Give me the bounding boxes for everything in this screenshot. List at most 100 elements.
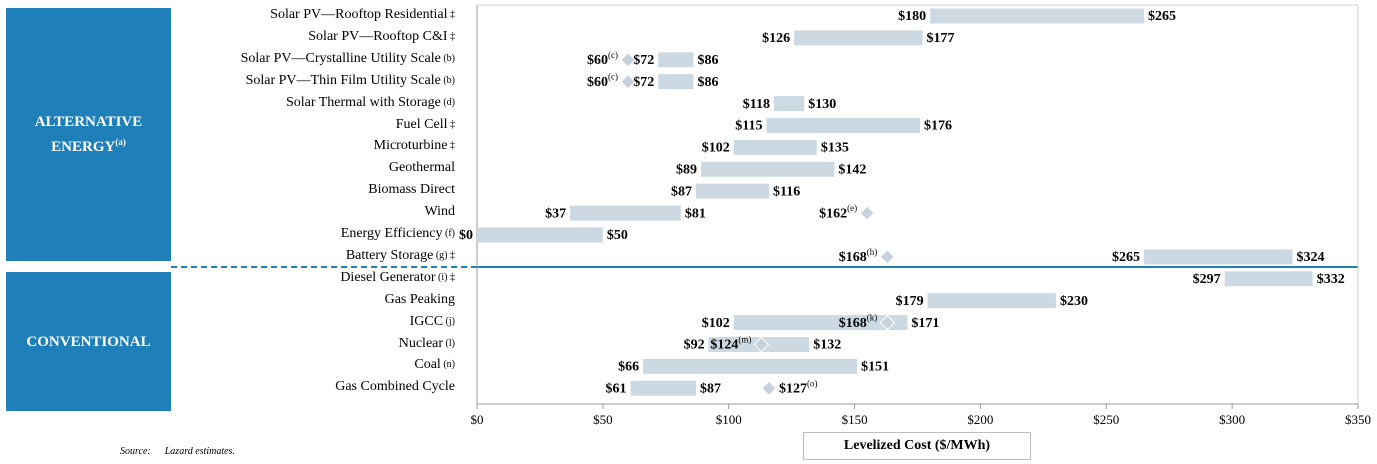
row-label-footnote: ‡ <box>447 9 455 20</box>
bar-high-label: $50 <box>607 228 628 243</box>
row-label: Solar Thermal with Storage (d) <box>286 95 455 111</box>
x-tick-label: $300 <box>1219 412 1245 427</box>
row-label: Biomass Direct <box>368 182 455 198</box>
range-bar <box>927 293 1056 309</box>
row-label-footnote: (b) <box>440 74 455 86</box>
bar-low-label: $265 <box>1112 250 1140 265</box>
range-bar <box>570 205 681 221</box>
range-bar <box>766 118 921 133</box>
row-label-footnote: (j) <box>443 315 455 327</box>
range-bar <box>1224 271 1313 287</box>
row-label: Solar PV—Crystalline Utility Scale (b) <box>241 51 455 67</box>
source-note: Source: Lazard estimates. <box>120 446 235 457</box>
bar-low-label: $179 <box>896 294 924 309</box>
row-label: Solar PV—Rooftop C&I ‡ <box>308 29 455 45</box>
bar-low-label: $118 <box>743 97 770 112</box>
row-label-text: Energy Efficiency <box>340 226 443 241</box>
range-bar <box>630 380 696 396</box>
row-label-text: Coal <box>414 357 441 373</box>
bar-low-label: $37 <box>545 206 566 221</box>
row-label-text: Solar PV—Rooftop Residential <box>270 7 448 22</box>
alternative-note: (a) <box>115 137 126 147</box>
row-label-text: Biomass Direct <box>368 182 455 198</box>
bar-high-label: $81 <box>685 206 706 221</box>
range-bar <box>477 227 603 243</box>
conventional-category: CONVENTIONAL <box>6 272 171 411</box>
range-bar <box>733 139 817 155</box>
diamond-marker <box>753 336 770 353</box>
row-label-footnote: (b) <box>440 52 455 64</box>
diamond-marker <box>620 73 636 90</box>
row-label-footnote: ‡ <box>447 140 455 152</box>
conventional-label: CONVENTIONAL <box>26 333 151 350</box>
row-label: Solar PV—Thin Film Utility Scale (b) <box>246 73 455 89</box>
bar-low-label: $72 <box>633 53 654 68</box>
row-label-text: Wind <box>424 204 455 220</box>
x-axis-title: Levelized Cost ($/MWh) <box>803 432 1031 460</box>
range-bar <box>930 8 1145 24</box>
row-label: Coal (n) <box>414 357 455 373</box>
range-bar <box>701 161 835 177</box>
row-label-text: Fuel Cell <box>395 116 448 132</box>
diamond-marker <box>620 52 636 68</box>
bar-high-label: $135 <box>821 141 849 156</box>
bar-high-label: $171 <box>911 316 939 331</box>
bar-high-label: $332 <box>1317 272 1345 287</box>
bar-high-label: $87 <box>700 382 721 397</box>
bar-low-label: $66 <box>618 360 639 375</box>
x-tick-label: $200 <box>967 412 993 427</box>
row-label-text: Solar Thermal with Storage <box>285 94 441 110</box>
bar-low-label: $102 <box>702 141 730 156</box>
row-label-footnote: (i) ‡ <box>435 271 455 283</box>
bar-high-label: $86 <box>697 75 718 90</box>
row-label: Wind <box>424 204 455 220</box>
row-label-text: IGCC <box>409 313 444 329</box>
range-bar <box>643 358 858 374</box>
row-label: Nuclear (l) <box>399 336 455 352</box>
row-label: Diesel Generator (i) ‡ <box>340 270 455 286</box>
bar-high-label: $230 <box>1060 294 1088 309</box>
marker-label: $162(e) <box>819 203 857 221</box>
row-label: Solar PV—Rooftop Residential ‡ <box>270 7 455 23</box>
diamond-marker <box>859 205 875 221</box>
bar-high-label: $130 <box>808 97 836 112</box>
bar-high-label: $142 <box>838 163 866 178</box>
row-label: Gas Combined Cycle <box>335 379 455 395</box>
x-tick-label: $0 <box>471 412 484 427</box>
bar-low-label: $72 <box>633 75 654 90</box>
row-label-footnote: (f) <box>442 228 455 239</box>
range-bar <box>733 315 908 331</box>
category-divider-dashed <box>171 266 477 268</box>
category-divider-line <box>477 266 1358 268</box>
row-label: Fuel Cell ‡ <box>396 117 455 133</box>
row-label-footnote: (l) <box>443 337 455 349</box>
row-label-text: Solar PV—Rooftop C&I <box>308 28 448 44</box>
range-bar <box>658 52 694 68</box>
row-label: Battery Storage (g) ‡ <box>346 248 455 264</box>
bar-low-label: $115 <box>735 119 762 134</box>
row-label-text: Diesel Generator <box>340 269 436 285</box>
range-bar <box>695 183 769 199</box>
x-tick-label: $50 <box>593 412 613 427</box>
row-label-footnote: ‡ <box>447 118 455 130</box>
row-label-footnote: (d) <box>440 96 455 108</box>
row-label-footnote: (n) <box>440 359 455 371</box>
marker-label: $168(h) <box>839 247 878 265</box>
row-label: Gas Peaking <box>385 292 455 308</box>
marker-label: $127(o) <box>779 378 818 396</box>
alternative-energy-category: ALTERNATIVE ENERGY(a) <box>6 8 171 261</box>
row-label: IGCC (j) <box>410 314 455 330</box>
bar-low-label: $102 <box>702 316 730 331</box>
bar-low-label: $126 <box>762 31 790 46</box>
diamond-marker <box>879 314 896 331</box>
marker-label: $60(c) <box>587 72 618 90</box>
bar-high-label: $151 <box>861 360 889 375</box>
bar-high-label: $324 <box>1297 250 1325 265</box>
row-label-text: Geothermal <box>388 160 455 176</box>
range-bar <box>774 96 805 112</box>
row-label-text: Gas Combined Cycle <box>335 379 455 395</box>
bar-low-label: $61 <box>606 382 627 397</box>
diamond-marker <box>761 380 777 397</box>
bar-low-label: $0 <box>459 228 473 243</box>
